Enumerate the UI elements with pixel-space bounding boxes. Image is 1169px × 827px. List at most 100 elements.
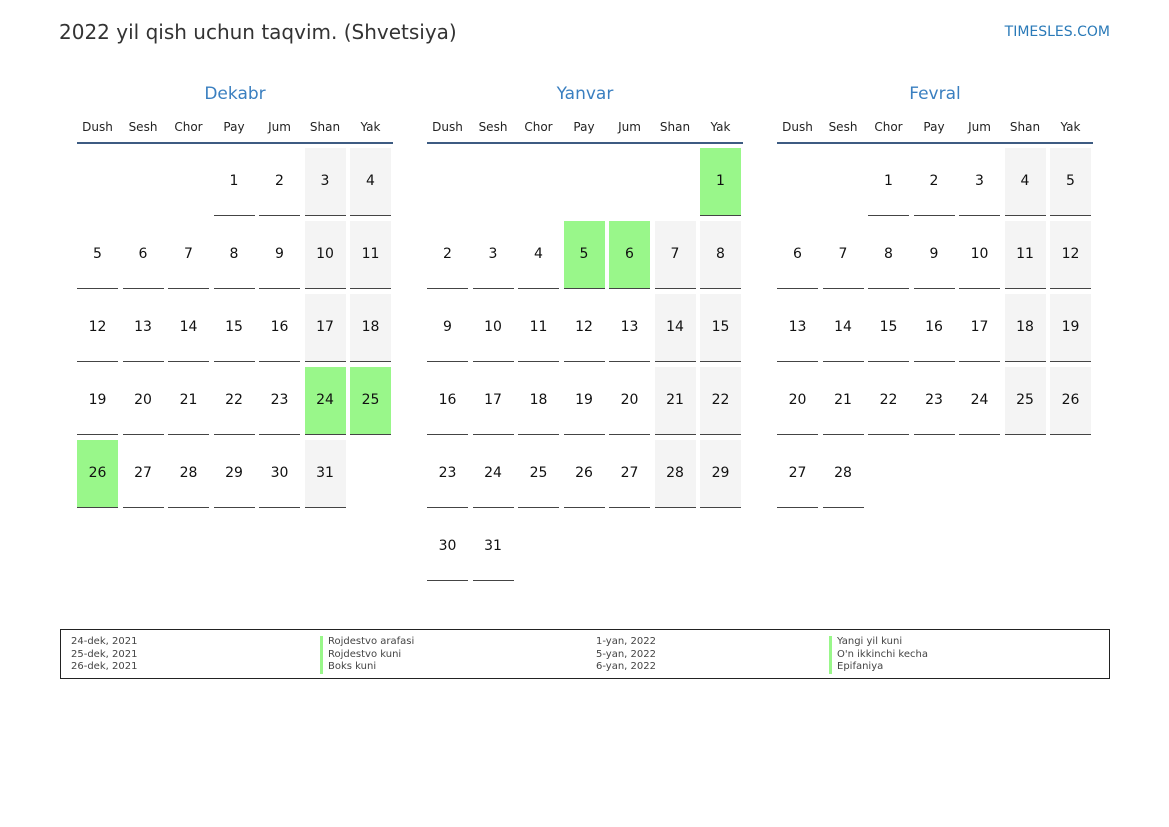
day-cell: 4 — [518, 221, 559, 289]
legend-date: 5-yan, 2022 — [596, 648, 656, 660]
holiday-legend: 24-dek, 2021 25-dek, 2021 26-dek, 2021 R… — [60, 629, 1110, 679]
day-cell: 21 — [168, 367, 209, 435]
legend-holiday: Boks kuni — [320, 661, 414, 674]
weekday-label: Pay — [923, 120, 945, 134]
weekday-label: Chor — [174, 120, 203, 134]
day-cell: 11 — [518, 294, 559, 362]
day-cell: 17 — [472, 367, 514, 435]
weekday-label: Dush — [432, 120, 463, 134]
day-cell: 29 — [700, 440, 741, 508]
day-cell: 21 — [654, 367, 696, 435]
day-cell: 9 — [259, 221, 300, 289]
weekday-label: Yak — [710, 120, 731, 134]
day-cell: 11 — [350, 221, 391, 289]
weekday-label: Shan — [309, 120, 341, 134]
day-cell: 5 — [77, 221, 118, 289]
legend-dates-right: 1-yan, 2022 5-yan, 2022 6-yan, 2022 — [596, 636, 656, 674]
legend-holiday: Epifaniya — [829, 661, 928, 674]
weekday-header: Dush Sesh Chor Pay Jum Shan Yak — [777, 120, 1093, 144]
legend-date: 1-yan, 2022 — [596, 636, 656, 647]
legend-dates-left: 24-dek, 2021 25-dek, 2021 26-dek, 2021 — [71, 636, 137, 674]
weekday-label: Yak — [360, 120, 381, 134]
day-cell: 21 — [822, 367, 864, 435]
legend-holiday: Rojdestvo kuni — [320, 648, 414, 661]
weekday-label: Jum — [968, 120, 991, 134]
day-cell: 30 — [427, 513, 468, 581]
day-cell: 14 — [654, 294, 696, 362]
weekday-label: Pay — [573, 120, 595, 134]
day-cell: 30 — [259, 440, 300, 508]
day-cell: 16 — [259, 294, 300, 362]
weekday-label: Sesh — [828, 120, 858, 134]
holiday-day-cell: 6 — [609, 221, 650, 289]
day-cell: 3 — [472, 221, 514, 289]
weekday-label: Sesh — [128, 120, 158, 134]
month-yanvar: Yanvar Dush Sesh Chor Pay Jum Shan Yak 1 2 3 4 5 6 7 8 9… — [427, 84, 743, 581]
day-cell: 31 — [304, 440, 346, 508]
day-cell: 2 — [913, 148, 955, 216]
day-cell: 10 — [959, 221, 1000, 289]
weekday-label: Pay — [223, 120, 245, 134]
day-cell: 5 — [1050, 148, 1091, 216]
day-cell: 9 — [427, 294, 468, 362]
legend-names-left: Rojdestvo arafasi Rojdestvo kuni Boks ku… — [320, 636, 414, 674]
day-cell: 8 — [868, 221, 909, 289]
day-cell: 28 — [168, 440, 209, 508]
day-cell: 7 — [168, 221, 209, 289]
day-cell: 13 — [609, 294, 650, 362]
holiday-day-cell: 25 — [350, 367, 391, 435]
day-cell: 1 — [213, 148, 255, 216]
day-cell: 6 — [777, 221, 818, 289]
legend-date: 24-dek, 2021 — [71, 636, 138, 647]
weekday-label: Yak — [1060, 120, 1081, 134]
weekday-label: Shan — [659, 120, 691, 134]
day-cell: 14 — [168, 294, 209, 362]
day-cell: 23 — [913, 367, 955, 435]
holiday-day-cell: 26 — [77, 440, 118, 508]
legend-names-right: Yangi yil kuni O'n ikkinchi kecha Epifan… — [829, 636, 928, 674]
day-cell: 9 — [913, 221, 955, 289]
day-cell: 26 — [1050, 367, 1091, 435]
day-cell: 7 — [654, 221, 696, 289]
page-title: 2022 yil qish uchun taqvim. (Shvetsiya) — [59, 20, 457, 44]
day-cell: 12 — [77, 294, 118, 362]
weekday-label: Chor — [874, 120, 903, 134]
day-cell: 6 — [122, 221, 164, 289]
day-cell: 20 — [122, 367, 164, 435]
day-cell: 3 — [304, 148, 346, 216]
day-cell: 19 — [563, 367, 605, 435]
month-title: Fevral — [909, 84, 961, 104]
day-cell: 17 — [959, 294, 1000, 362]
month-title: Yanvar — [556, 84, 614, 104]
weekday-header: Dush Sesh Chor Pay Jum Shan Yak — [77, 120, 393, 144]
day-cell: 16 — [913, 294, 955, 362]
day-cell: 7 — [822, 221, 864, 289]
day-cell: 8 — [700, 221, 741, 289]
day-cell: 28 — [654, 440, 696, 508]
day-cell: 14 — [822, 294, 864, 362]
weekday-label: Dush — [782, 120, 813, 134]
day-cell: 12 — [563, 294, 605, 362]
day-cell: 24 — [959, 367, 1000, 435]
day-cell: 15 — [868, 294, 909, 362]
month-dekabr: Dekabr Dush Sesh Chor Pay Jum Shan Yak 1 2 3 4 5 6 7 8 9… — [77, 84, 393, 508]
weekday-label: Jum — [618, 120, 641, 134]
day-cell: 16 — [427, 367, 468, 435]
day-cell: 13 — [777, 294, 818, 362]
holiday-day-cell: 5 — [563, 221, 605, 289]
brand-link[interactable]: TIMESLES.COM — [1004, 24, 1110, 40]
day-cell: 1 — [868, 148, 909, 216]
day-cell: 22 — [868, 367, 909, 435]
legend-date: 26-dek, 2021 — [71, 661, 138, 672]
day-cell: 4 — [350, 148, 391, 216]
day-cell: 19 — [1050, 294, 1091, 362]
day-cell: 17 — [304, 294, 346, 362]
day-cell: 2 — [259, 148, 300, 216]
day-cell: 23 — [259, 367, 300, 435]
weekday-label: Sesh — [478, 120, 508, 134]
day-cell: 3 — [959, 148, 1000, 216]
day-cell: 22 — [700, 367, 741, 435]
legend-date: 25-dek, 2021 — [71, 648, 138, 660]
day-cell: 27 — [122, 440, 164, 508]
legend-holiday: Yangi yil kuni — [829, 636, 928, 649]
